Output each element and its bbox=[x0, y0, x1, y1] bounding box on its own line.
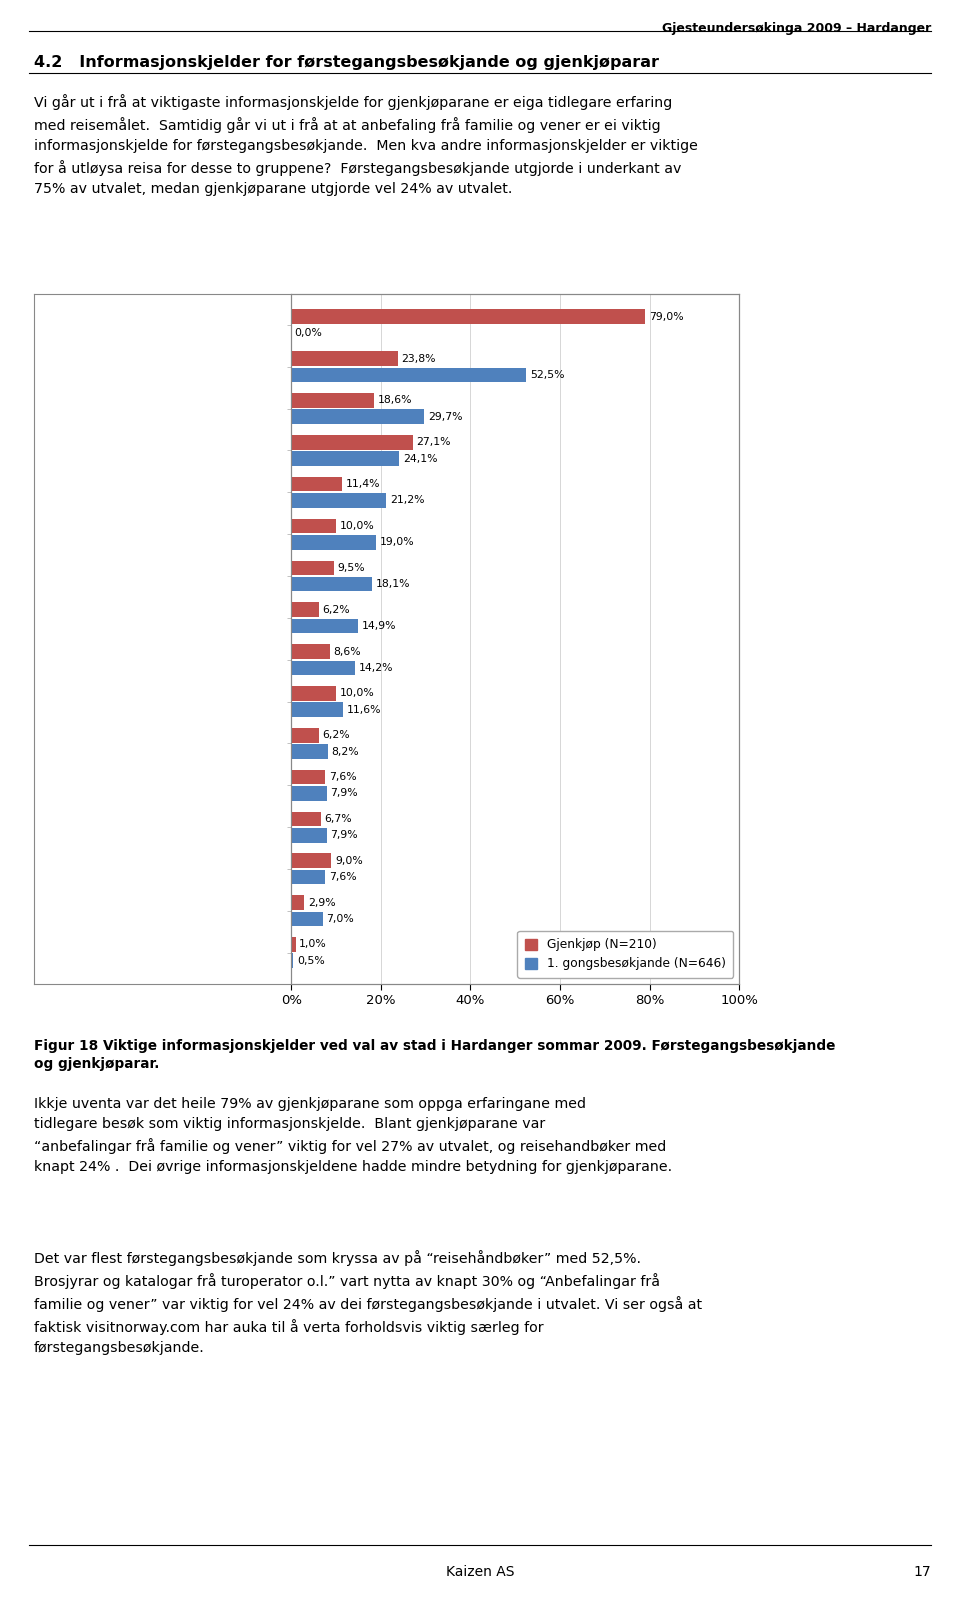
Bar bbox=[291, 769, 325, 784]
Text: 27,1%: 27,1% bbox=[416, 437, 450, 447]
Text: 14,2%: 14,2% bbox=[358, 663, 393, 673]
Bar bbox=[291, 394, 374, 408]
Text: 24,1%: 24,1% bbox=[402, 453, 437, 463]
Bar bbox=[291, 619, 358, 634]
Text: 23,8%: 23,8% bbox=[401, 353, 436, 363]
Bar bbox=[291, 660, 355, 676]
Bar bbox=[291, 686, 336, 700]
Bar bbox=[291, 602, 319, 618]
Text: 18,1%: 18,1% bbox=[375, 579, 410, 589]
Bar bbox=[291, 811, 322, 826]
Text: Ikkje uventa var det heile 79% av gjenkjøparane som oppga erfaringane med
tidleg: Ikkje uventa var det heile 79% av gjenkj… bbox=[34, 1097, 672, 1174]
Text: 11,6%: 11,6% bbox=[347, 705, 381, 715]
Text: 0,0%: 0,0% bbox=[295, 327, 323, 339]
Bar bbox=[291, 536, 376, 550]
Bar bbox=[291, 827, 326, 842]
Text: 19,0%: 19,0% bbox=[380, 537, 415, 547]
Bar bbox=[291, 310, 645, 324]
Text: 79,0%: 79,0% bbox=[649, 311, 684, 321]
Bar bbox=[291, 352, 397, 366]
Text: Vi går ut i frå at viktigaste informasjonskjelde for gjenkjøparane er eiga tidle: Vi går ut i frå at viktigaste informasjo… bbox=[34, 94, 698, 195]
Text: 7,0%: 7,0% bbox=[326, 915, 354, 924]
Bar bbox=[291, 452, 399, 466]
Text: 14,9%: 14,9% bbox=[362, 621, 396, 631]
Text: 8,6%: 8,6% bbox=[333, 647, 361, 656]
Bar bbox=[291, 494, 386, 508]
Bar bbox=[291, 727, 319, 742]
Text: 6,2%: 6,2% bbox=[323, 605, 350, 615]
Bar bbox=[291, 436, 413, 450]
Text: 52,5%: 52,5% bbox=[530, 369, 564, 381]
Text: Kaizen AS: Kaizen AS bbox=[445, 1565, 515, 1579]
Text: 11,4%: 11,4% bbox=[346, 479, 380, 489]
Bar bbox=[291, 519, 336, 534]
Text: 6,2%: 6,2% bbox=[323, 731, 350, 740]
Text: 7,9%: 7,9% bbox=[330, 789, 358, 798]
Text: 17: 17 bbox=[914, 1565, 931, 1579]
Bar bbox=[291, 869, 325, 884]
Text: 9,5%: 9,5% bbox=[337, 563, 365, 573]
Bar bbox=[291, 560, 334, 576]
Text: 21,2%: 21,2% bbox=[390, 495, 424, 505]
Bar bbox=[291, 953, 294, 968]
Bar bbox=[291, 477, 342, 492]
Text: 0,5%: 0,5% bbox=[297, 957, 324, 966]
Bar bbox=[291, 577, 372, 592]
Text: 1,0%: 1,0% bbox=[300, 939, 327, 950]
Bar bbox=[291, 895, 304, 910]
Text: 2,9%: 2,9% bbox=[308, 897, 335, 908]
Bar bbox=[291, 911, 323, 926]
Text: 10,0%: 10,0% bbox=[340, 689, 374, 698]
Text: Det var flest førstegangsbesøkjande som kryssa av på “reisehåndbøker” med 52,5%.: Det var flest førstegangsbesøkjande som … bbox=[34, 1250, 702, 1355]
Legend: Gjenkjøp (N=210), 1. gongsbesøkjande (N=646): Gjenkjøp (N=210), 1. gongsbesøkjande (N=… bbox=[517, 931, 733, 977]
Text: 10,0%: 10,0% bbox=[340, 521, 374, 531]
Text: 4.2   Informasjonskjelder for førstegangsbesøkjande og gjenkjøparar: 4.2 Informasjonskjelder for førstegangsb… bbox=[34, 55, 659, 69]
Bar bbox=[291, 702, 343, 718]
Text: Gjesteundersøkinga 2009 – Hardanger: Gjesteundersøkinga 2009 – Hardanger bbox=[662, 23, 931, 35]
Text: 7,6%: 7,6% bbox=[328, 873, 356, 882]
Text: 18,6%: 18,6% bbox=[378, 395, 413, 405]
Text: 7,9%: 7,9% bbox=[330, 831, 358, 840]
Bar bbox=[291, 368, 526, 382]
Bar bbox=[291, 786, 326, 800]
Text: Figur 18 Viktige informasjonskjelder ved val av stad i Hardanger sommar 2009. Fø: Figur 18 Viktige informasjonskjelder ved… bbox=[34, 1039, 835, 1071]
Text: 7,6%: 7,6% bbox=[328, 773, 356, 782]
Text: 6,7%: 6,7% bbox=[324, 815, 352, 824]
Bar bbox=[291, 937, 296, 952]
Bar bbox=[291, 853, 331, 868]
Bar bbox=[291, 744, 328, 758]
Text: 9,0%: 9,0% bbox=[335, 857, 363, 866]
Bar bbox=[291, 644, 329, 658]
Bar bbox=[291, 410, 424, 424]
Text: 8,2%: 8,2% bbox=[331, 747, 359, 756]
Text: 29,7%: 29,7% bbox=[428, 411, 463, 421]
